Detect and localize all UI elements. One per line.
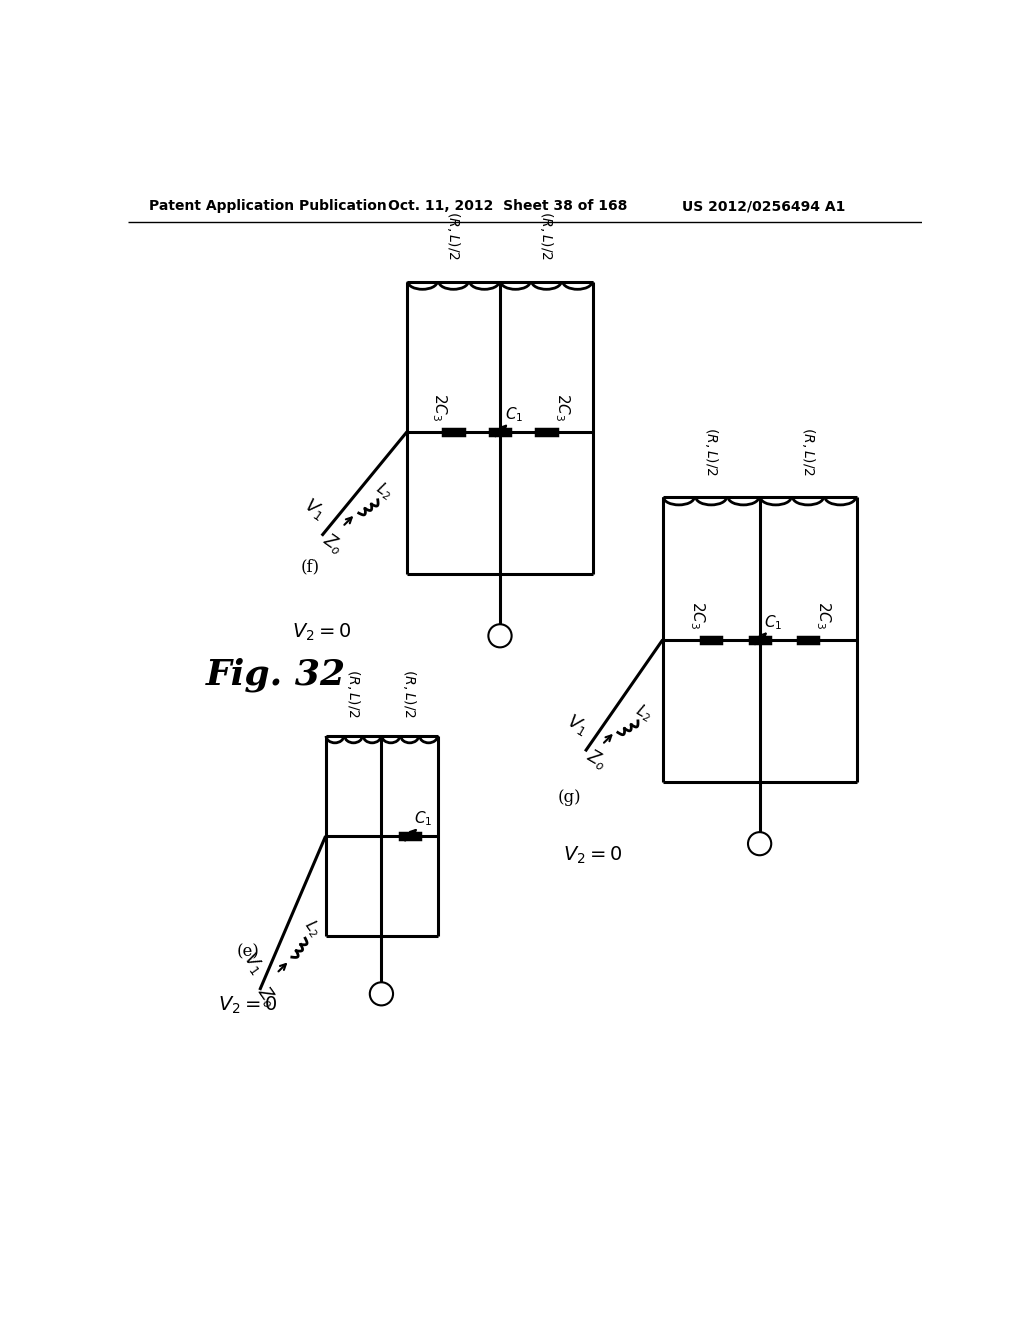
Text: $(R,L)/2$: $(R,L)/2$ [538,211,555,260]
Text: (f): (f) [301,558,319,576]
Text: (g): (g) [558,789,582,807]
Text: $V_1$: $V_1$ [240,949,268,978]
Text: $(R,L)/2$: $(R,L)/2$ [702,426,720,475]
Text: $2C_3$: $2C_3$ [688,601,707,630]
Text: $L_2$: $L_2$ [632,701,655,725]
Text: $Z_o$: $Z_o$ [319,529,347,557]
Text: Fig. 32: Fig. 32 [206,657,346,692]
Text: US 2012/0256494 A1: US 2012/0256494 A1 [682,199,845,213]
Text: $L_2$: $L_2$ [300,916,325,940]
Text: $C_1$: $C_1$ [414,809,432,829]
Text: Patent Application Publication: Patent Application Publication [148,199,386,213]
Text: $V_1$: $V_1$ [563,710,592,738]
Text: $2C_3$: $2C_3$ [553,393,571,421]
Text: (e): (e) [237,942,259,960]
Text: $V_2 = 0$: $V_2 = 0$ [218,995,278,1016]
Text: $(R,L)/2$: $(R,L)/2$ [401,669,418,718]
Text: $L_2$: $L_2$ [372,479,395,503]
Text: $C_1$: $C_1$ [764,614,782,632]
Text: $(R,L)/2$: $(R,L)/2$ [445,211,462,260]
Text: $(R,L)/2$: $(R,L)/2$ [800,426,816,475]
Text: $C_1$: $C_1$ [505,405,523,424]
Text: $(R,L)/2$: $(R,L)/2$ [345,669,362,718]
Text: $Z_o$: $Z_o$ [583,746,610,772]
Text: $Z_o$: $Z_o$ [254,982,282,1010]
Text: $V_1$: $V_1$ [300,495,329,523]
Text: $2C_3$: $2C_3$ [430,393,449,421]
Text: $V_2 = 0$: $V_2 = 0$ [292,622,351,643]
Text: $2C_3$: $2C_3$ [814,601,833,630]
Text: $V_2 = 0$: $V_2 = 0$ [563,845,623,866]
Text: Oct. 11, 2012  Sheet 38 of 168: Oct. 11, 2012 Sheet 38 of 168 [388,199,628,213]
